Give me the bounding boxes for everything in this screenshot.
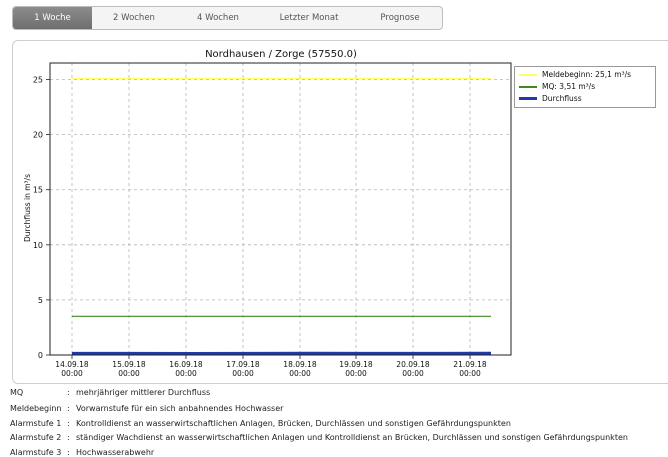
- x-tick-label-line: 00:00: [402, 369, 424, 378]
- chart-legend: Meldebeginn: 25,1 m³/s MQ: 3,51 m³/s Dur…: [514, 66, 656, 108]
- note-separator: :: [67, 419, 70, 428]
- x-tick-label-line: 16.09.18: [169, 360, 203, 369]
- note-text: mehrjähriger mittlerer Durchfluss: [76, 388, 210, 397]
- y-tick-label: 20: [33, 131, 43, 140]
- series-lines: [72, 78, 491, 353]
- y-ticks: 0 5 10 15 20 25: [33, 76, 50, 360]
- chart-title: Nordhausen / Zorge (57550.0): [205, 49, 357, 60]
- y-tick-label: 15: [33, 186, 43, 195]
- grid-lines: [50, 63, 511, 355]
- x-tick-label-line: 14.09.18: [55, 360, 89, 369]
- legend-item-meldebeginn: Meldebeginn: 25,1 m³/s: [519, 70, 631, 79]
- legend-swatch-mq: [519, 86, 537, 88]
- note-text: Kontrolldienst an wasserwirtschaftlichen…: [76, 419, 511, 428]
- y-tick-label: 0: [38, 351, 43, 360]
- y-tick-label: 5: [38, 296, 43, 305]
- x-tick-label-line: 17.09.18: [226, 360, 260, 369]
- note-text: ständiger Wachdienst an wasserwirtschaft…: [76, 433, 628, 442]
- note-key: Alarmstufe 1: [10, 419, 66, 428]
- note-text: Vorwarnstufe für ein sich anbahnendes Ho…: [76, 404, 283, 413]
- x-tick-label-line: 00:00: [61, 369, 83, 378]
- x-tick-label-line: 00:00: [289, 369, 311, 378]
- x-tick-label-line: 00:00: [232, 369, 254, 378]
- note-key: Alarmstufe 2: [10, 433, 66, 442]
- x-tick-label-line: 00:00: [118, 369, 140, 378]
- y-tick-label: 10: [33, 241, 43, 250]
- x-tick-label-line: 00:00: [175, 369, 197, 378]
- x-tick-label-line: 15.09.18: [112, 360, 146, 369]
- plot-frame: [50, 63, 511, 355]
- x-tick-label-line: 20.09.18: [396, 360, 430, 369]
- x-tick-label-line: 00:00: [459, 369, 481, 378]
- x-tick-label-line: 21.09.18: [453, 360, 487, 369]
- legend-label-meldebeginn: Meldebeginn: 25,1 m³/s: [542, 70, 631, 79]
- note-separator: :: [67, 404, 70, 413]
- x-tick-label-line: 18.09.18: [283, 360, 317, 369]
- discharge-chart: Nordhausen / Zorge (57550.0) Durchfluss …: [0, 0, 668, 384]
- note-separator: :: [67, 433, 70, 442]
- legend-swatch-durchfluss: [519, 97, 537, 100]
- note-key: Meldebeginn: [10, 404, 66, 413]
- legend-swatch-meldebeginn: [519, 74, 537, 76]
- legend-item-mq: MQ: 3,51 m³/s: [519, 82, 595, 91]
- note-separator: :: [67, 388, 70, 397]
- legend-label-mq: MQ: 3,51 m³/s: [542, 82, 595, 91]
- x-tick-label-line: 19.09.18: [339, 360, 373, 369]
- y-tick-label: 25: [33, 76, 43, 85]
- note-key: MQ: [10, 388, 66, 397]
- legend-item-durchfluss: Durchfluss: [519, 94, 582, 103]
- y-axis-label: Durchfluss in m³/s: [23, 174, 32, 242]
- x-tick-label-line: 00:00: [345, 369, 367, 378]
- legend-label-durchfluss: Durchfluss: [542, 94, 582, 103]
